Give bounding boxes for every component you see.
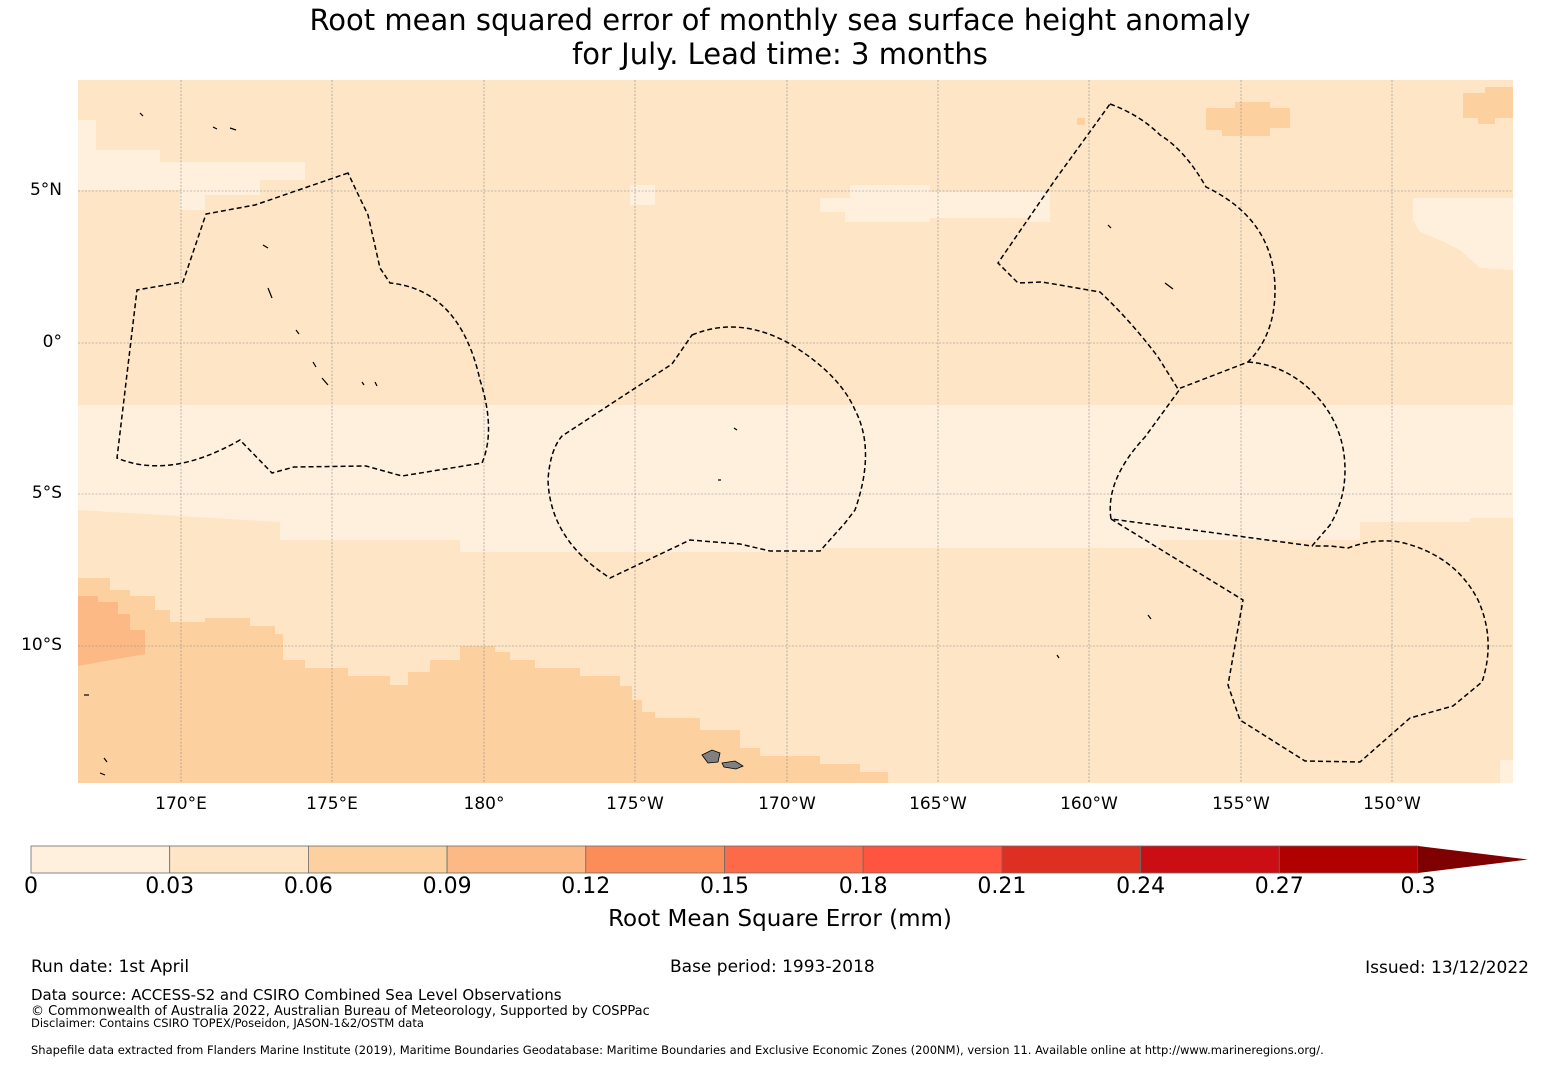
shapefile-credit: Shapefile data extracted from Flanders M… bbox=[31, 1043, 1324, 1057]
island-marker bbox=[267, 287, 273, 299]
eez-kiribati-gilberts bbox=[116, 172, 490, 477]
island-marker bbox=[374, 381, 378, 387]
run-date: Run date: 1st April bbox=[31, 957, 190, 977]
lon-label-170w: 170°W bbox=[758, 794, 816, 814]
colorbar-segment bbox=[585, 845, 725, 874]
islands bbox=[84, 112, 1174, 776]
eez-boundaries bbox=[116, 103, 1489, 763]
eez-tokelau-region bbox=[547, 326, 867, 579]
lon-label-150w: 150°W bbox=[1363, 794, 1421, 814]
colorbar-segment bbox=[446, 845, 587, 874]
chart-title-line2: for July. Lead time: 3 months bbox=[572, 37, 988, 71]
island-marker bbox=[262, 244, 269, 249]
field-light-patch-se bbox=[1500, 760, 1513, 783]
colorbar-tick-label: 0.15 bbox=[700, 874, 749, 899]
field-mid-patch-fe bbox=[1463, 87, 1513, 124]
field-mid-patch-ne bbox=[1206, 102, 1290, 136]
lon-label-160w: 160°W bbox=[1060, 794, 1118, 814]
lon-label-170e: 170°E bbox=[155, 794, 207, 814]
colorbar-tick-label: 0.06 bbox=[283, 874, 333, 899]
island-marker bbox=[1147, 614, 1152, 620]
island-marker bbox=[212, 126, 218, 130]
gridlines bbox=[78, 80, 1513, 783]
field-light-patch-smallcenter bbox=[630, 185, 655, 205]
rmse-field bbox=[78, 80, 1513, 783]
eez-kiribati-line-south bbox=[1109, 361, 1346, 547]
colorbar-tick-label: 0.27 bbox=[1254, 874, 1304, 899]
field-light-patch-center bbox=[820, 185, 1050, 222]
lat-label-0: 0° bbox=[42, 332, 62, 352]
lon-label-175w: 175°W bbox=[606, 794, 664, 814]
lon-label-155w: 155°W bbox=[1212, 794, 1270, 814]
island-marker bbox=[361, 381, 365, 386]
island-marker bbox=[99, 772, 106, 776]
lat-label-5n: 5°N bbox=[29, 180, 62, 200]
colorbar-tick-label: 0.18 bbox=[838, 874, 888, 899]
samoa-islands bbox=[701, 749, 744, 770]
colorbar bbox=[30, 845, 1528, 874]
eez-cook-islands-north bbox=[1110, 518, 1489, 763]
base-period: Base period: 1993-2018 bbox=[670, 957, 875, 977]
chart-title-line1: Root mean squared error of monthly sea s… bbox=[309, 3, 1251, 37]
field-mid-band-south bbox=[78, 578, 888, 783]
disclaimer: Disclaimer: Contains CSIRO TOPEX/Poseido… bbox=[31, 1016, 424, 1030]
copyright: © Commonwealth of Australia 2022, Austra… bbox=[31, 1004, 650, 1019]
colorbar-segment bbox=[862, 845, 1003, 874]
lon-label-165w: 165°W bbox=[909, 794, 967, 814]
island-marker bbox=[1056, 654, 1060, 659]
island-marker bbox=[1164, 282, 1174, 290]
eez-kiribati-line-north bbox=[997, 103, 1276, 390]
island-marker bbox=[1107, 224, 1112, 229]
island-marker bbox=[733, 427, 738, 431]
colorbar-tick-label: 0.24 bbox=[1116, 874, 1166, 899]
field-mid-dot bbox=[1077, 118, 1085, 125]
colorbar-segment bbox=[1140, 845, 1280, 874]
colorbar-segment bbox=[307, 845, 448, 874]
colorbar-extend-arrow bbox=[1418, 846, 1528, 873]
colorbar-title: Root Mean Square Error (mm) bbox=[608, 906, 952, 932]
colorbar-tick-label: 0 bbox=[24, 874, 38, 899]
issued-date: Issued: 13/12/2022 bbox=[1365, 958, 1529, 978]
field-light-patch-east bbox=[1413, 198, 1513, 270]
lon-label-175e: 175°E bbox=[306, 794, 358, 814]
colorbar-tick-label: 0.09 bbox=[422, 874, 472, 899]
island-marker bbox=[295, 329, 300, 335]
island-upolu bbox=[721, 760, 744, 770]
colorbar-tick-label: 0.21 bbox=[977, 874, 1027, 899]
colorbar-tick-label: 0.12 bbox=[561, 874, 611, 899]
colorbar-segment bbox=[1278, 845, 1419, 874]
island-marker bbox=[321, 377, 329, 386]
lat-label-5s: 5°S bbox=[31, 483, 62, 503]
island-marker bbox=[312, 361, 317, 368]
colorbar-segment bbox=[30, 845, 171, 874]
island-marker bbox=[103, 757, 108, 763]
colorbar-segment bbox=[169, 845, 309, 874]
field-light-band-equatorial bbox=[78, 405, 1513, 552]
lon-label-180: 180° bbox=[463, 794, 505, 814]
colorbar-segment bbox=[1001, 845, 1142, 874]
field-high-patch-sw bbox=[78, 596, 145, 666]
data-source: Data source: ACCESS-S2 and CSIRO Combine… bbox=[31, 986, 562, 1004]
colorbar-tick-label: 0.3 bbox=[1400, 874, 1436, 899]
lat-label-10s: 10°S bbox=[21, 635, 62, 655]
colorbar-tick-label: 0.03 bbox=[145, 874, 195, 899]
field-light-patch-nw bbox=[78, 120, 305, 210]
island-marker bbox=[229, 127, 237, 131]
colorbar-segment bbox=[724, 845, 864, 874]
island-savaii bbox=[701, 749, 721, 764]
island-marker bbox=[139, 112, 144, 117]
